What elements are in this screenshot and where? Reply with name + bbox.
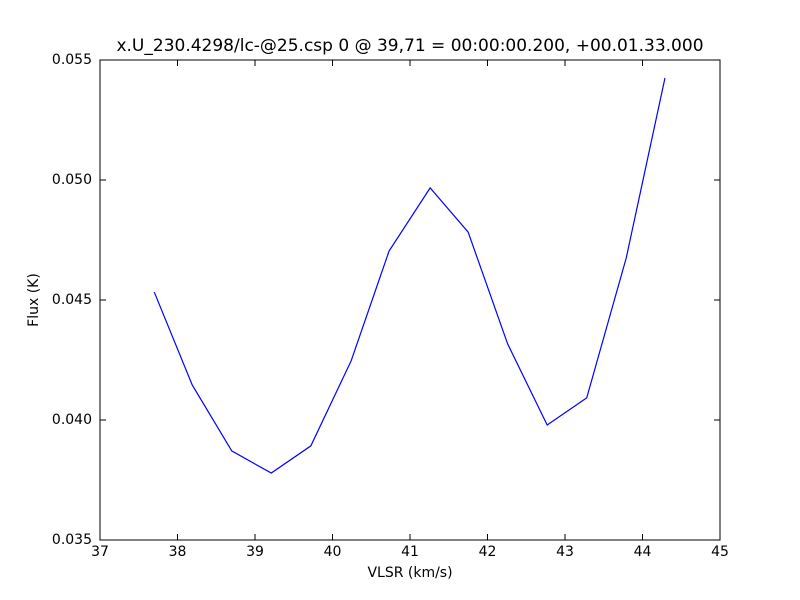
x-tick-label: 39 — [246, 544, 264, 560]
x-tick-label: 43 — [556, 544, 574, 560]
y-tick-label: 0.040 — [52, 412, 92, 428]
chart-title: x.U_230.4298/lc-@25.csp 0 @ 39,71 = 00:0… — [116, 36, 703, 56]
x-tick-label: 40 — [324, 544, 342, 560]
y-tick-label: 0.035 — [52, 532, 92, 548]
y-tick-label: 0.055 — [52, 52, 92, 68]
y-axis-label: Flux (K) — [26, 273, 42, 327]
x-tick-label: 38 — [169, 544, 187, 560]
x-tick-label: 45 — [711, 544, 729, 560]
x-tick-label: 44 — [634, 544, 652, 560]
x-tick-label: 42 — [479, 544, 497, 560]
x-tick-label: 41 — [401, 544, 419, 560]
data-line — [153, 77, 666, 474]
y-tick-label: 0.045 — [52, 292, 92, 308]
y-tick-label: 0.050 — [52, 172, 92, 188]
x-axis-label: VLSR (km/s) — [367, 565, 452, 581]
plot-frame — [99, 59, 721, 541]
x-tick-label: 37 — [91, 544, 109, 560]
